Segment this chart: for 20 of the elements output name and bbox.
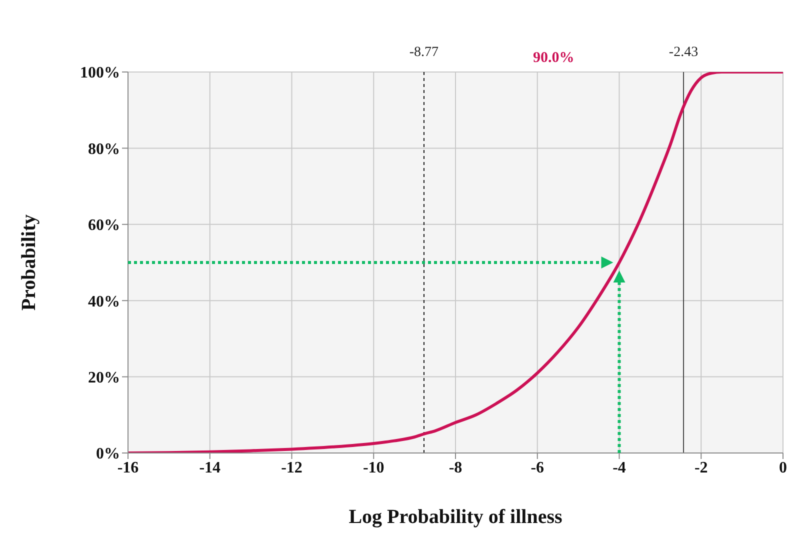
x-tick-label: -16	[117, 459, 139, 476]
y-tick-label: 80%	[88, 140, 120, 158]
x-tick-label: 0	[779, 459, 787, 476]
x-tick-label: -14	[199, 459, 221, 476]
y-tick-label: 20%	[88, 369, 120, 386]
x-tick-label: -2	[694, 459, 708, 476]
x-tick-label: -6	[530, 459, 544, 476]
y-tick-label: 0%	[96, 446, 120, 463]
x-tick-label: -8	[448, 459, 462, 476]
y-tick-label: 60%	[88, 217, 120, 234]
y-tick-label: 40%	[88, 293, 120, 310]
y-tick-label: 100%	[80, 64, 120, 82]
text: 90.0%	[533, 50, 574, 67]
x-tick-label: -12	[281, 459, 302, 476]
ref-line-label: -2.43	[668, 45, 698, 60]
x-axis-title: Log Probability of illness	[348, 506, 562, 528]
x-tick-label: -10	[362, 459, 384, 476]
y-axis-title: Probability	[18, 214, 40, 311]
x-tick-label: -4	[612, 459, 626, 476]
ref-line-label: -8.77	[409, 45, 439, 60]
